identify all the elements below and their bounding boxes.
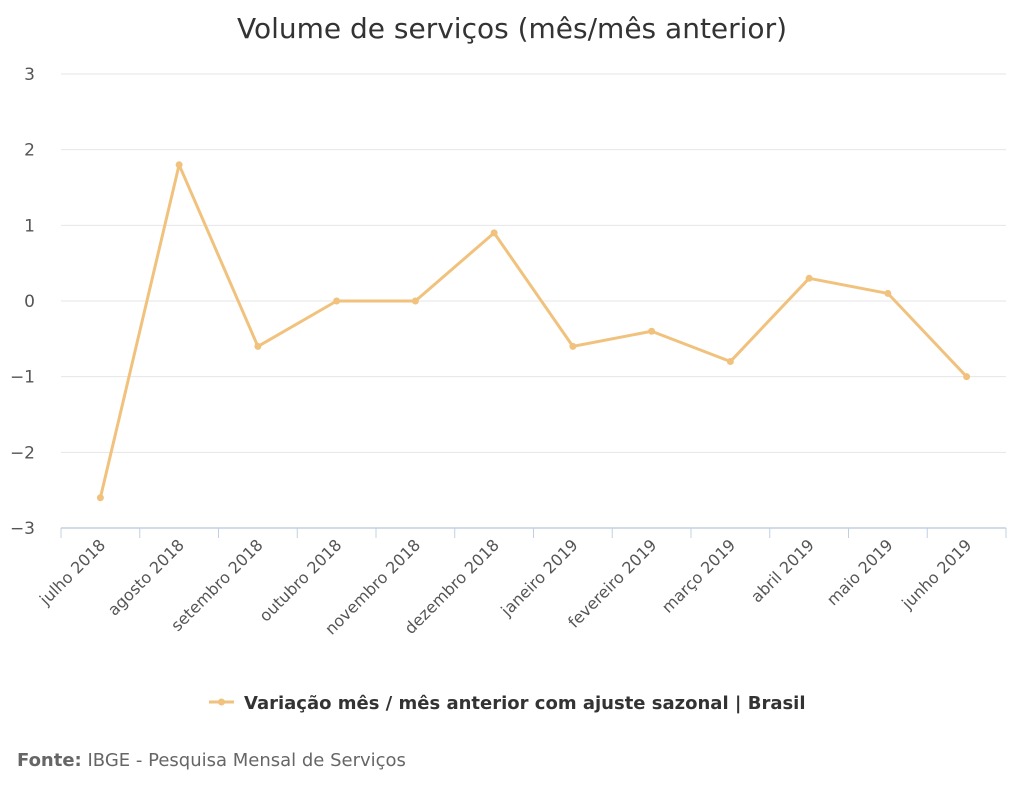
y-tick-label: −3: [10, 519, 35, 539]
x-tick-label: outubro 2018: [255, 535, 345, 625]
y-tick-label: 1: [24, 216, 35, 236]
data-point[interactable]: [411, 297, 419, 305]
data-point[interactable]: [805, 274, 813, 282]
legend-marker[interactable]: [218, 698, 225, 706]
y-tick-label: −2: [10, 443, 35, 463]
data-point[interactable]: [96, 494, 104, 502]
y-tick-label: −1: [10, 368, 35, 388]
source-label: Fonte:: [17, 750, 82, 771]
data-point[interactable]: [254, 342, 262, 350]
x-tick-label: março 2019: [658, 535, 739, 616]
data-point[interactable]: [333, 297, 341, 305]
x-tick-label: agosto 2018: [104, 535, 188, 619]
x-tick-label: junho 2019: [897, 535, 975, 613]
data-point[interactable]: [963, 373, 971, 381]
y-tick-label: 0: [24, 292, 35, 312]
chart-title: Volume de serviços (mês/mês anterior): [236, 12, 788, 45]
data-point[interactable]: [726, 358, 734, 366]
x-tick-label: janeiro 2019: [496, 535, 581, 620]
data-point[interactable]: [884, 289, 892, 297]
data-point[interactable]: [648, 327, 656, 335]
data-point[interactable]: [175, 161, 183, 169]
source-note: Fonte: IBGE - Pesquisa Mensal de Serviço…: [17, 750, 406, 771]
x-tick-label: abril 2019: [747, 535, 818, 606]
legend-label[interactable]: Variação mês / mês anterior com ajuste s…: [244, 693, 806, 714]
y-tick-label: 3: [24, 65, 35, 85]
series-line: [98, 163, 968, 499]
y-tick-label: 2: [24, 141, 35, 161]
x-tick-label: julho 2018: [35, 535, 109, 609]
source-text: IBGE - Pesquisa Mensal de Serviços: [87, 750, 406, 771]
data-point[interactable]: [490, 229, 498, 237]
x-tick-label: maio 2019: [823, 535, 897, 609]
data-point[interactable]: [569, 342, 577, 350]
